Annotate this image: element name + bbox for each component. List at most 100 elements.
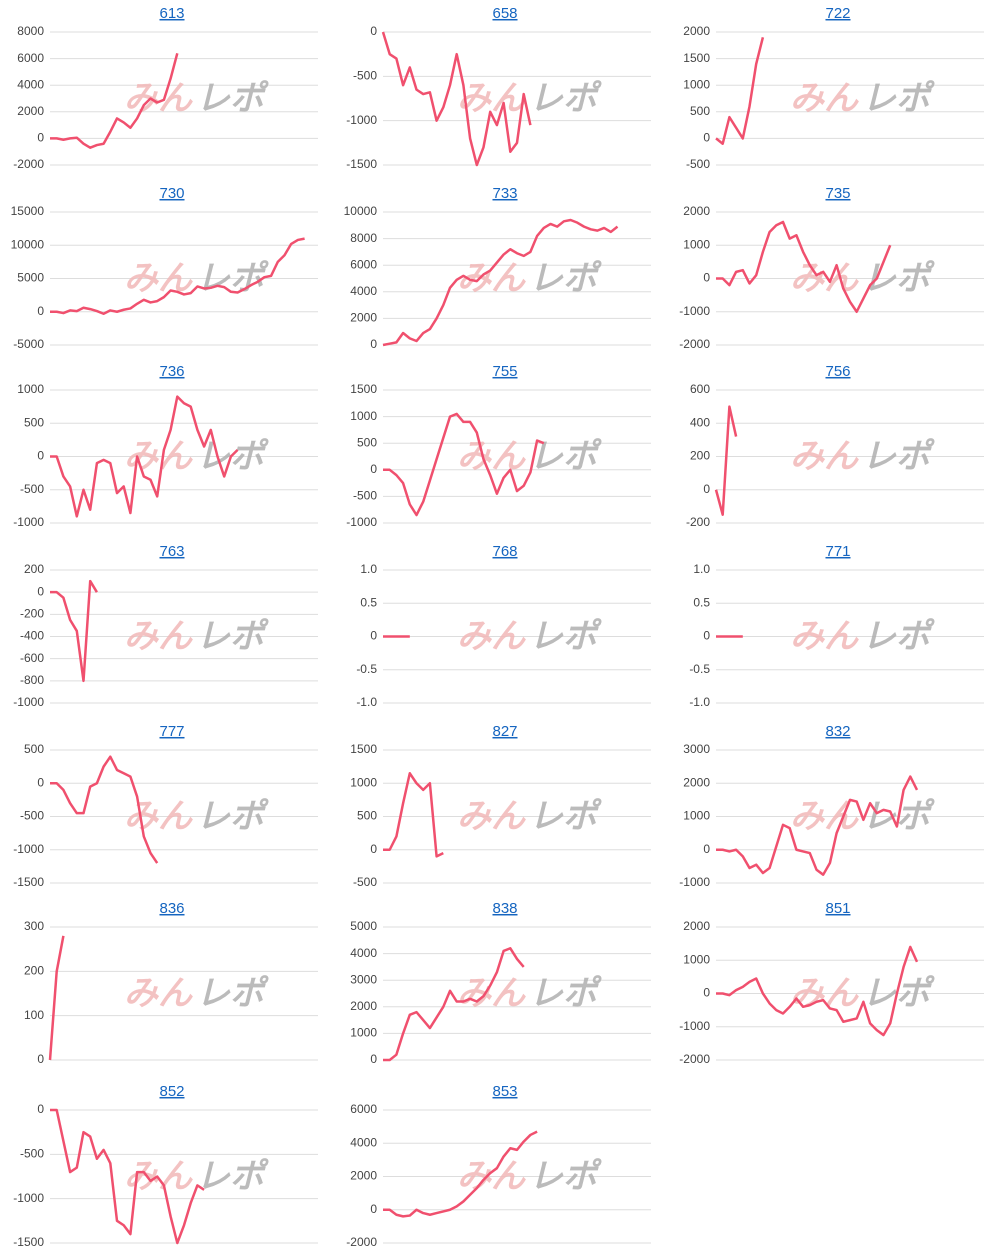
y-tick-label: 4000: [350, 1135, 377, 1149]
y-tick-label: -0.5: [689, 662, 710, 676]
y-tick-label: 2000: [683, 775, 710, 789]
y-tick-label: -1000: [346, 515, 377, 529]
watermark: レポ: [196, 797, 269, 835]
watermark: みん: [124, 259, 193, 297]
y-tick-label: 2000: [350, 1169, 377, 1183]
y-tick-label: 0: [37, 775, 44, 789]
chart-title[interactable]: 613: [159, 5, 184, 22]
watermark: レポ: [862, 617, 935, 655]
y-tick-label: -600: [20, 651, 44, 665]
chart-title[interactable]: 771: [825, 543, 850, 560]
watermark: レポ: [196, 617, 269, 655]
data-line: [383, 412, 545, 517]
chart-title[interactable]: 755: [492, 363, 517, 380]
y-tick-label: 2000: [683, 204, 710, 218]
y-tick-label: 500: [357, 435, 377, 449]
chart-title[interactable]: 735: [825, 185, 850, 202]
watermark: レポ: [196, 974, 269, 1012]
y-tick-label: 10000: [11, 237, 45, 251]
y-tick-label: -1000: [679, 1019, 710, 1033]
y-tick-label: 5000: [17, 271, 44, 285]
y-tick-label: 1000: [350, 409, 377, 423]
chart-title[interactable]: 836: [159, 900, 184, 917]
data-line: [716, 220, 892, 313]
y-tick-label: -500: [20, 809, 44, 823]
chart-title[interactable]: 763: [159, 543, 184, 560]
watermark: レポ: [529, 437, 602, 475]
y-tick-label: 1000: [683, 809, 710, 823]
watermark: みん: [790, 79, 859, 117]
chart-title[interactable]: 827: [492, 723, 517, 740]
y-tick-label: 6000: [350, 1102, 377, 1116]
chart-title[interactable]: 722: [825, 5, 850, 22]
chart-title[interactable]: 777: [159, 723, 184, 740]
y-tick-label: -1500: [13, 875, 44, 889]
y-tick-label: 0: [703, 482, 710, 496]
y-tick-label: 2000: [17, 104, 44, 118]
watermark: レポ: [862, 974, 935, 1012]
y-tick-label: 0: [37, 584, 44, 598]
data-line: [50, 1108, 205, 1245]
chart-title[interactable]: 756: [825, 363, 850, 380]
y-tick-label: -2000: [679, 1052, 710, 1066]
watermark: レポ: [529, 259, 602, 297]
y-tick-label: 5000: [350, 919, 377, 933]
chart-title[interactable]: 853: [492, 1083, 517, 1100]
chart-title[interactable]: 851: [825, 900, 850, 917]
y-tick-label: 0: [370, 337, 377, 351]
y-tick-label: 0.5: [693, 595, 710, 609]
data-line: [48, 935, 65, 1061]
watermark: みん: [457, 797, 526, 835]
watermark: レポ: [196, 79, 269, 117]
y-tick-label: -500: [353, 875, 377, 889]
watermark: レポ: [529, 79, 602, 117]
y-tick-label: 1000: [17, 382, 44, 396]
chart-title[interactable]: 736: [159, 363, 184, 380]
y-tick-label: -1000: [13, 515, 44, 529]
y-tick-label: 0: [703, 271, 710, 285]
data-line: [383, 772, 444, 858]
y-tick-label: 0: [703, 986, 710, 1000]
y-tick-label: 0: [703, 131, 710, 145]
y-tick-label: 6000: [17, 51, 44, 65]
y-tick-label: 2000: [683, 24, 710, 38]
watermark: みん: [457, 617, 526, 655]
y-tick-label: -1500: [13, 1235, 44, 1249]
y-tick-label: 200: [24, 562, 44, 576]
y-tick-label: 200: [24, 964, 44, 978]
chart-title[interactable]: 852: [159, 1083, 184, 1100]
y-tick-label: 1000: [683, 77, 710, 91]
y-tick-label: 600: [690, 382, 710, 396]
data-line: [50, 237, 305, 315]
y-tick-label: 0: [703, 629, 710, 643]
chart-title[interactable]: 768: [492, 543, 517, 560]
y-tick-label: 0: [370, 629, 377, 643]
chart-title[interactable]: 733: [492, 185, 517, 202]
y-tick-label: -400: [20, 629, 44, 643]
chart-title[interactable]: 832: [825, 723, 850, 740]
watermark: みん: [790, 259, 859, 297]
y-tick-label: 0: [370, 1052, 377, 1066]
chart-title[interactable]: 730: [159, 185, 184, 202]
y-tick-label: -200: [686, 515, 710, 529]
y-tick-label: 0: [37, 131, 44, 145]
watermark: みん: [124, 617, 193, 655]
y-tick-label: 0: [37, 1052, 44, 1066]
watermark: レポ: [529, 1157, 602, 1195]
y-tick-label: -1000: [346, 113, 377, 127]
y-tick-label: 500: [24, 415, 44, 429]
chart-title[interactable]: 838: [492, 900, 517, 917]
y-tick-label: 2000: [350, 311, 377, 325]
y-tick-label: -500: [686, 157, 710, 171]
y-tick-label: 8000: [17, 24, 44, 38]
y-tick-label: 4000: [17, 77, 44, 91]
y-tick-label: 100: [24, 1008, 44, 1022]
y-tick-label: -200: [20, 607, 44, 621]
y-tick-label: 15000: [11, 204, 45, 218]
y-tick-label: 6000: [350, 257, 377, 271]
y-tick-label: -1000: [13, 842, 44, 856]
y-tick-label: 1.0: [693, 562, 710, 576]
data-line: [381, 31, 532, 167]
chart-title[interactable]: 658: [492, 5, 517, 22]
